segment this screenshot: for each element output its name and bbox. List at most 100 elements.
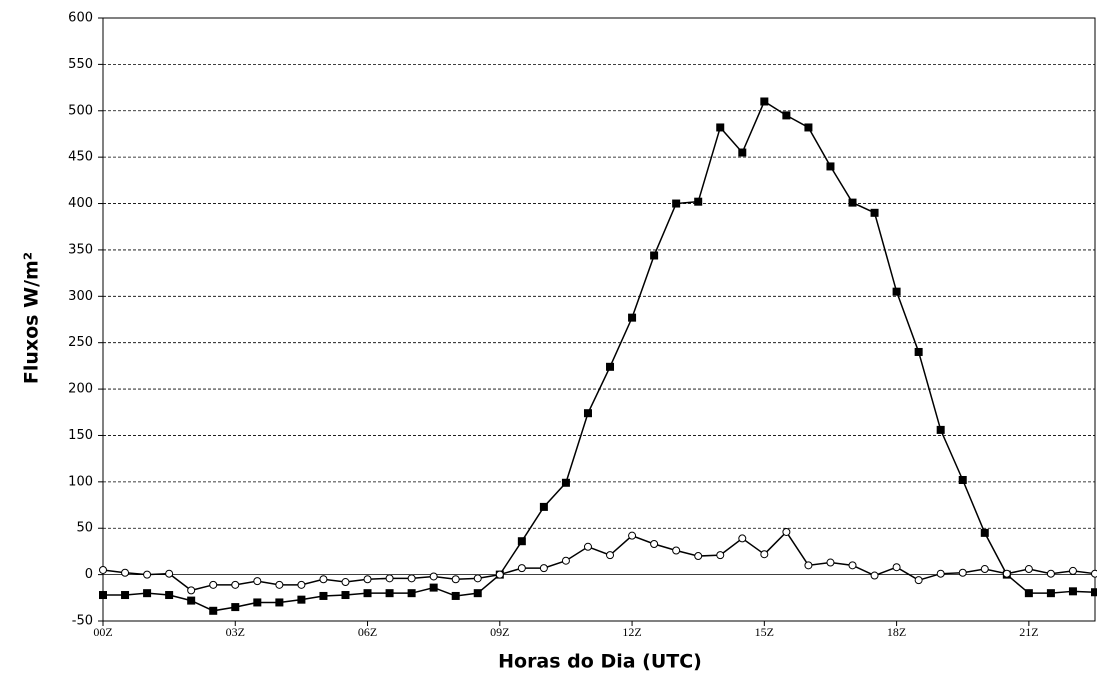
point	[782, 111, 791, 120]
point	[936, 425, 945, 434]
point	[341, 591, 350, 600]
point	[253, 598, 262, 607]
point	[1068, 566, 1077, 575]
point	[253, 577, 262, 586]
point	[165, 569, 174, 578]
point	[870, 208, 879, 217]
x-tick-label: 03Z	[226, 625, 245, 639]
y-tick-label: 600	[68, 11, 93, 26]
point	[539, 564, 548, 573]
point	[980, 565, 989, 574]
point	[914, 576, 923, 585]
point	[672, 546, 681, 555]
point	[231, 580, 240, 589]
point	[363, 589, 372, 598]
point	[561, 478, 570, 487]
point	[1024, 589, 1033, 598]
point	[738, 148, 747, 157]
x-tick-label: 09Z	[490, 625, 509, 639]
y-tick-label: -50	[72, 614, 93, 629]
point	[451, 591, 460, 600]
point	[650, 251, 659, 260]
point	[1091, 569, 1097, 578]
point	[606, 362, 615, 371]
point	[209, 580, 218, 589]
point	[628, 531, 637, 540]
point	[804, 123, 813, 132]
point	[121, 591, 130, 600]
point	[143, 570, 152, 579]
point	[782, 527, 791, 536]
point	[561, 556, 570, 565]
x-tick-label: 06Z	[358, 625, 377, 639]
point	[297, 580, 306, 589]
point	[495, 570, 504, 579]
point	[517, 537, 526, 546]
y-tick-label: 300	[68, 289, 93, 304]
point	[407, 589, 416, 598]
point	[1068, 587, 1077, 596]
point	[826, 162, 835, 171]
point	[121, 568, 130, 577]
point	[583, 409, 592, 418]
point	[958, 568, 967, 577]
x-tick-label: 00Z	[93, 625, 112, 639]
point	[694, 197, 703, 206]
point	[1002, 569, 1011, 578]
y-tick-label: 250	[68, 335, 93, 350]
point	[473, 589, 482, 598]
point	[628, 313, 637, 322]
y-tick-label: 500	[68, 103, 93, 118]
point	[583, 542, 592, 551]
point	[187, 586, 196, 595]
point	[539, 502, 548, 511]
y-axis-label: Fluxos W/m²	[21, 252, 43, 384]
point	[319, 591, 328, 600]
point	[826, 558, 835, 567]
point	[914, 347, 923, 356]
point	[804, 561, 813, 570]
x-tick-label: 21Z	[1019, 625, 1038, 639]
point	[1046, 589, 1055, 598]
point	[99, 565, 107, 574]
y-tick-label: 350	[68, 242, 93, 257]
point	[848, 198, 857, 207]
point	[606, 551, 615, 560]
y-tick-label: 50	[76, 521, 93, 536]
point	[870, 571, 879, 580]
y-tick-label: 150	[68, 428, 93, 443]
point	[694, 552, 703, 561]
point	[385, 574, 394, 583]
point	[1091, 588, 1097, 597]
point	[429, 583, 438, 592]
point	[165, 591, 174, 600]
point	[716, 551, 725, 560]
series-line	[103, 100, 1096, 612]
point	[143, 589, 152, 598]
point	[716, 123, 725, 132]
point	[297, 595, 306, 604]
x-tick-label: 12Z	[622, 625, 641, 639]
series-line	[102, 530, 1096, 592]
y-tick-label: 400	[68, 196, 93, 211]
point	[209, 606, 218, 615]
point	[958, 475, 967, 484]
point	[936, 569, 945, 578]
y-tick-label: 0	[85, 567, 93, 582]
plot-frame	[102, 17, 1096, 622]
point	[473, 574, 482, 583]
point	[341, 578, 350, 587]
point	[738, 534, 747, 543]
point	[363, 575, 372, 584]
point	[99, 591, 107, 600]
x-tick-label: 18Z	[887, 625, 906, 639]
point	[1024, 565, 1033, 574]
point	[231, 603, 240, 612]
point	[892, 287, 901, 296]
x-axis-label: Horas do Dia (UTC)	[498, 651, 702, 673]
y-tick-label: 550	[68, 57, 93, 72]
point	[275, 580, 284, 589]
point	[429, 572, 438, 581]
